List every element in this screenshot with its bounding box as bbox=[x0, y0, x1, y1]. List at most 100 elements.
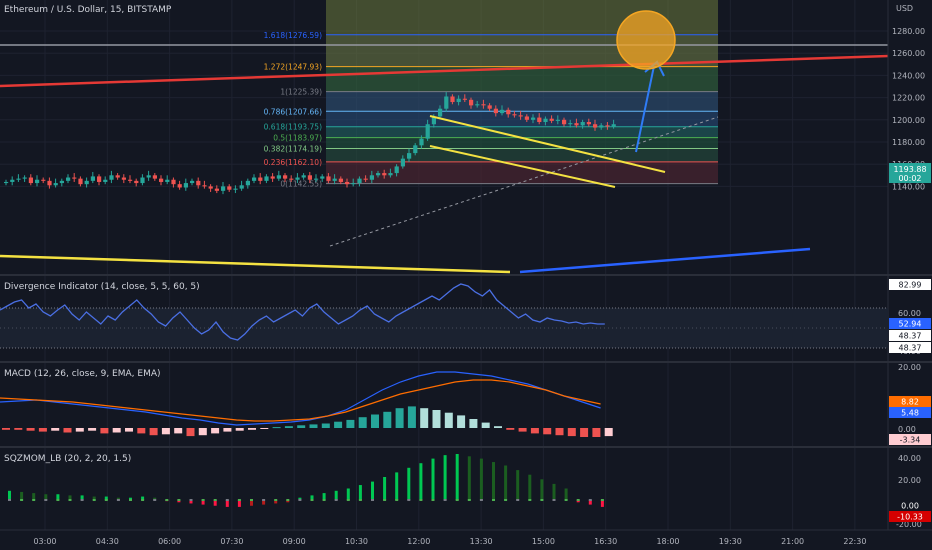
candle-body bbox=[97, 176, 102, 182]
fib-label-1.272: 1.272(1247.93) bbox=[264, 63, 322, 72]
candle-body bbox=[580, 122, 585, 126]
macd-bar bbox=[149, 428, 158, 436]
channel-upper-line[interactable] bbox=[429, 115, 666, 173]
candle-body bbox=[227, 186, 232, 190]
candle-body bbox=[543, 118, 548, 123]
macd-bar bbox=[444, 412, 453, 428]
fib-label-0.382: 0.382(1174.19) bbox=[264, 144, 322, 153]
time-label: 18:00 bbox=[656, 537, 679, 546]
candle-body bbox=[382, 173, 387, 176]
sqzmom-bar bbox=[80, 495, 84, 500]
candle-body bbox=[425, 124, 430, 139]
sqzmom-bar bbox=[286, 500, 290, 503]
macd-bar bbox=[604, 428, 613, 437]
macd-bar bbox=[284, 426, 293, 428]
time-label: 07:30 bbox=[220, 537, 243, 546]
macd-bar bbox=[407, 406, 416, 428]
yellow-support-trendline[interactable] bbox=[0, 254, 511, 274]
sqzmom-dot bbox=[8, 499, 11, 501]
candle-body bbox=[444, 96, 449, 109]
candle-body bbox=[407, 153, 412, 159]
sqzmom-bar bbox=[588, 500, 592, 505]
sqzmom-bar bbox=[177, 500, 181, 503]
sqzmom-title[interactable]: SQZMOM_LB (20, 2, 20, 1.5) bbox=[4, 454, 131, 464]
sqzmom-dot bbox=[419, 499, 423, 501]
sqzmom-bar bbox=[298, 497, 302, 500]
candle-body bbox=[233, 188, 238, 190]
channel-lower-line[interactable] bbox=[429, 145, 616, 188]
macd-bar bbox=[555, 428, 564, 436]
candle-body bbox=[549, 118, 554, 121]
candle-body bbox=[320, 176, 325, 179]
time-label: 15:00 bbox=[532, 537, 555, 546]
candle-body bbox=[121, 177, 126, 180]
candle-body bbox=[307, 175, 312, 180]
candle-body bbox=[84, 180, 89, 185]
fib-zone-0.618 bbox=[326, 126, 718, 138]
red-trendline[interactable] bbox=[0, 54, 889, 88]
target-circle[interactable] bbox=[616, 10, 676, 70]
sqzmom-dot bbox=[92, 499, 96, 501]
sqzmom-pane: SQZMOM_LB (20, 2, 20, 1.5) 40.00 20.00 -… bbox=[4, 454, 931, 529]
candle-body bbox=[134, 180, 139, 184]
candle-body bbox=[35, 179, 40, 184]
candle-body bbox=[16, 178, 21, 180]
sqzmom-dot bbox=[504, 499, 508, 501]
blue-trendline[interactable] bbox=[519, 247, 811, 274]
symbol-title[interactable]: Ethereum / U.S. Dollar, 15, BITSTAMP bbox=[4, 5, 172, 15]
candle-body bbox=[518, 115, 523, 117]
divergence-badge-top: 82.99 bbox=[899, 281, 922, 290]
sqzmom-dot bbox=[68, 499, 72, 501]
time-label: 22:30 bbox=[843, 537, 866, 546]
sqzmom-bar bbox=[68, 495, 72, 500]
sqzmom-bar bbox=[153, 497, 157, 500]
sqzmom-badge-value: -10.33 bbox=[897, 513, 923, 522]
macd-bar bbox=[518, 428, 527, 432]
sqzmom-bar bbox=[600, 500, 604, 507]
candle-body bbox=[388, 173, 393, 176]
fib-label-1: 1(1225.39) bbox=[280, 88, 322, 97]
divergence-badge-low1: 48.37 bbox=[899, 332, 922, 341]
sqzmom-dot bbox=[225, 499, 229, 501]
candle-body bbox=[363, 178, 368, 180]
time-label: 03:00 bbox=[33, 537, 56, 546]
price-candles bbox=[4, 92, 616, 195]
sqzmom-bar bbox=[552, 483, 556, 500]
dashed-projection-line[interactable] bbox=[329, 116, 719, 247]
candle-body bbox=[28, 177, 33, 184]
sqzmom-dot bbox=[443, 499, 447, 501]
sqzmom-tick-neg20: -20.00 bbox=[896, 520, 922, 529]
sqzmom-bar bbox=[334, 490, 338, 500]
candle-body bbox=[568, 123, 573, 125]
sqzmom-bar bbox=[274, 500, 278, 504]
time-label: 09:00 bbox=[283, 537, 306, 546]
candle-body bbox=[413, 145, 418, 154]
sqzmom-bar bbox=[250, 500, 253, 506]
candle-body bbox=[462, 98, 467, 100]
sqzmom-dot bbox=[552, 499, 556, 501]
sqzmom-dot bbox=[383, 499, 387, 501]
candle-body bbox=[314, 178, 319, 180]
macd-bar bbox=[321, 423, 330, 428]
divergence-badge-main: 52.94 bbox=[899, 320, 922, 329]
sqzmom-bar bbox=[383, 477, 387, 500]
candle-body bbox=[276, 175, 281, 179]
macd-bar bbox=[161, 428, 170, 435]
divergence-title[interactable]: Divergence Indicator (14, close, 5, 5, 6… bbox=[4, 282, 200, 292]
candle-body bbox=[481, 104, 486, 106]
macd-bar bbox=[395, 408, 404, 428]
divergence-badge-low2: 48.37 bbox=[899, 344, 922, 353]
candle-body bbox=[270, 176, 275, 179]
sqzmom-dot bbox=[56, 499, 60, 501]
sqzmom-dot bbox=[395, 499, 399, 501]
fib-zone-0.382 bbox=[326, 148, 718, 162]
candle-countdown: 00:02 bbox=[898, 174, 921, 183]
sqzmom-dot bbox=[310, 499, 314, 501]
candle-body bbox=[326, 176, 331, 181]
candle-body bbox=[475, 104, 480, 106]
sqzmom-dot bbox=[346, 499, 350, 501]
macd-title[interactable]: MACD (12, 26, close, 9, EMA, EMA) bbox=[4, 369, 161, 379]
sqzmom-bar bbox=[213, 500, 217, 506]
fib-zone-1 bbox=[326, 91, 718, 112]
